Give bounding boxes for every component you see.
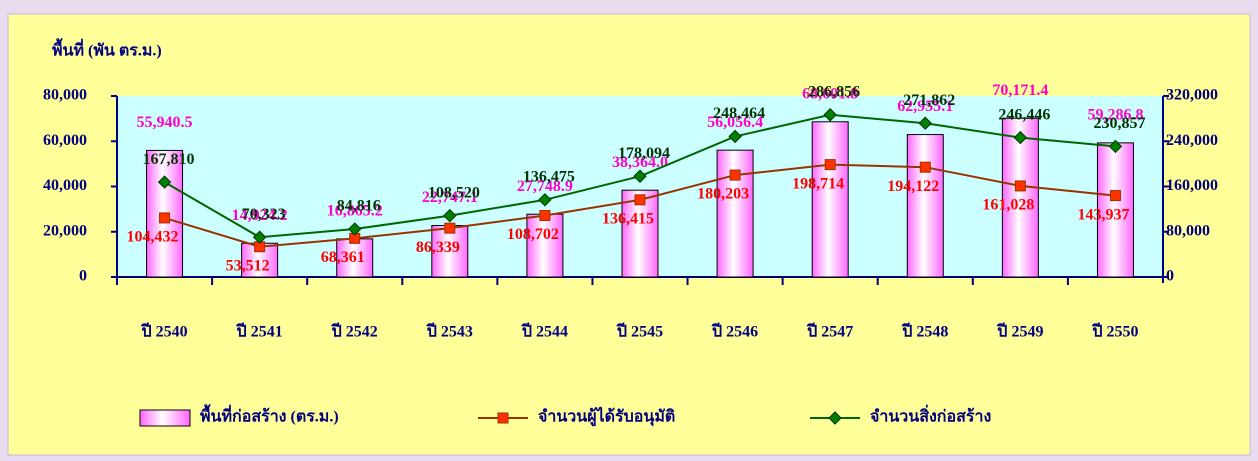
y2-tick-label: 320,000: [1166, 87, 1218, 104]
bar-value-label: 55,940.5: [137, 114, 193, 131]
x-tick-label: ปี 2541: [235, 322, 283, 341]
x-tick-label: ปี 2543: [425, 322, 473, 341]
bar: [431, 225, 469, 278]
y2-tick-label: 80,000: [1166, 222, 1210, 239]
line-value-label: 230,857: [1093, 115, 1145, 132]
marker: [633, 169, 647, 183]
bar: [906, 134, 944, 278]
x-tick-label: ปี 2549: [996, 322, 1044, 341]
marker: [1108, 139, 1123, 154]
line-value-label: 108,702: [507, 226, 559, 243]
line-value-label: 246,446: [998, 106, 1050, 123]
bar-value-label: 38,364.0: [612, 154, 668, 171]
bar-value-label: 56,056.4: [707, 114, 763, 131]
legend-label: พื้นที่ก่อสร้าง (ตร.ม.): [200, 404, 339, 426]
marker: [1014, 180, 1026, 192]
bar-value-label: 27,748.9: [517, 178, 573, 195]
line-value-label: 161,028: [982, 197, 1034, 214]
line-value-label: 286,856: [808, 83, 860, 100]
legend-marker: [828, 411, 842, 425]
x-tick-label: ปี 2542: [330, 322, 378, 341]
y-tick-label: 60,000: [43, 132, 87, 149]
bar: [811, 121, 849, 278]
marker: [157, 175, 172, 189]
line-value-label: 136,415: [602, 211, 654, 228]
line-value-label: 70,323: [242, 206, 286, 223]
bar-value-label: 70,171.4: [992, 82, 1048, 99]
line-value-label: 53,512: [226, 257, 270, 274]
legend-label: จำนวนสิ่งก่อสร้าง: [870, 405, 991, 426]
x-tick-label: ปี 2547: [806, 322, 854, 341]
marker: [159, 212, 171, 224]
marker: [729, 169, 741, 181]
marker: [823, 108, 837, 122]
line-value-label: 178,094: [618, 145, 670, 162]
bar-value-label: 62,955.1: [897, 98, 953, 115]
bar-value-label: 59,286.8: [1087, 107, 1143, 124]
line-value-label: 136,475: [523, 168, 575, 185]
marker: [1109, 190, 1121, 202]
line-value-label: 143,937: [1077, 206, 1129, 223]
y2-tick-label: 160,000: [1166, 177, 1218, 194]
marker: [252, 230, 267, 244]
bar: [1096, 142, 1134, 278]
bar-value-label: 16,865.2: [327, 203, 383, 220]
bar: [336, 238, 374, 278]
marker: [539, 210, 551, 222]
line-value-label: 248,464: [713, 105, 765, 122]
marker: [728, 129, 742, 144]
line-value-label: 194,122: [887, 178, 939, 195]
y-axis-title: พื้นที่ (พัน ตร.ม.): [52, 38, 162, 60]
bar-value-label: 22,747.1: [422, 189, 478, 206]
marker: [919, 161, 931, 173]
x-tick-label: ปี 2540: [140, 322, 188, 341]
line-value-label: 104,432: [127, 229, 179, 246]
line-value-label: 68,361: [321, 249, 365, 266]
marker: [443, 208, 457, 223]
y-tick-label: 40,000: [43, 177, 87, 194]
line-value-label: 198,714: [792, 175, 844, 192]
bar: [241, 242, 279, 278]
bar: [1001, 117, 1039, 278]
marker: [1013, 130, 1028, 145]
marker: [634, 194, 646, 206]
marker: [444, 222, 456, 234]
legend-marker: [497, 412, 509, 424]
bar: [716, 149, 754, 278]
line-value-label: 84,816: [337, 198, 381, 215]
marker: [918, 116, 932, 130]
y2-tick-label: 0: [1166, 268, 1174, 285]
marker: [824, 159, 836, 171]
x-tick-label: ปี 2548: [901, 322, 949, 341]
marker: [348, 222, 362, 236]
y2-tick-label: 240,000: [1166, 132, 1218, 149]
y-tick-label: 80,000: [43, 87, 87, 104]
y-tick-label: 20,000: [43, 222, 87, 239]
bar: [526, 213, 564, 278]
x-tick-label: ปี 2544: [520, 322, 568, 341]
line-value-label: 180,203: [697, 186, 749, 203]
bar-value-label: 14,924.2: [232, 207, 288, 224]
x-tick-label: ปี 2545: [616, 322, 664, 341]
marker: [538, 193, 552, 207]
line-value-label: 271,862: [903, 92, 955, 109]
x-tick-label: ปี 2550: [1091, 322, 1139, 341]
line-value-label: 86,339: [416, 239, 460, 256]
bar-value-label: 68,601.8: [802, 85, 858, 102]
line-value-label: 167,810: [143, 151, 195, 168]
x-tick-label: ปี 2546: [711, 322, 759, 341]
legend-swatch: [139, 409, 191, 427]
line-value-label: 108,520: [428, 184, 480, 201]
legend-label: จำนวนผู้ได้รับอนุมัติ: [538, 407, 675, 428]
y-tick-label: 0: [79, 268, 87, 285]
